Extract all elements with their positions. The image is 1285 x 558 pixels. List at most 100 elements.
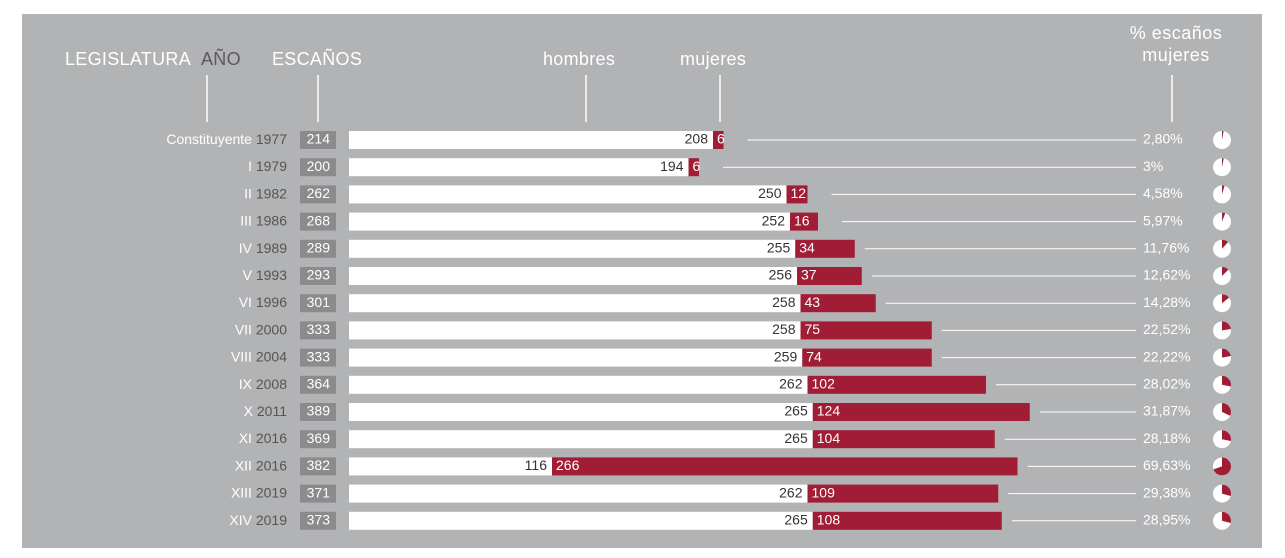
value-hombres: 255 [767,240,791,256]
pie-slice [1213,457,1231,476]
bar-mujeres [786,185,808,204]
header-year: AÑO [201,48,241,69]
seats-box [300,294,336,313]
bar-mujeres [713,131,724,149]
seats-box [300,158,336,177]
year: 1993 [256,267,287,283]
pie-slice [1222,294,1230,304]
row-label: XIII 2019 [231,484,287,500]
bar-hombres [349,158,689,177]
bar-hombres [349,131,713,149]
legislatura: VIII [231,348,252,364]
row-label: IV 1989 [239,240,287,256]
bar-hombres [349,403,813,421]
seats: 262 [307,185,331,201]
seats-box [300,403,336,421]
legislatura: IV [239,240,253,256]
value-mujeres: 74 [806,348,822,364]
bar-hombres [349,484,808,503]
value-hombres: 265 [784,430,808,446]
pie-slice [1222,212,1226,222]
pct-label: 22,52% [1143,321,1190,337]
row-label: Constituyente 1977 [166,131,287,147]
value-hombres: 265 [784,403,808,419]
seats-box [300,239,336,258]
value-mujeres: 34 [799,240,815,256]
legislatura: XIV [229,512,252,528]
row-label: I 1979 [248,158,287,174]
seats-box [300,457,336,476]
row-label: XII 2016 [235,457,287,473]
seats-box [300,267,336,285]
seats: 289 [307,240,331,256]
year: 2004 [256,348,287,364]
seats: 268 [307,212,331,228]
legend-mujeres: mujeres [680,49,746,69]
year: 2016 [256,430,287,446]
value-mujeres: 124 [817,403,841,419]
seats-box [300,511,336,530]
bar-hombres [349,348,803,367]
header-pct: % escaños mujeres [1129,23,1223,65]
pct-label: 22,22% [1143,348,1190,364]
bar-hombres [349,457,552,476]
value-mujeres: 37 [801,267,817,283]
value-mujeres: 104 [817,430,841,446]
seats: 382 [307,457,331,473]
year: 1996 [256,294,287,310]
row-label: V 1993 [243,267,288,283]
seats-box [300,375,336,394]
bar-hombres [349,267,797,285]
seats-box [300,484,336,503]
value-mujeres: 43 [805,294,821,310]
value-mujeres: 6 [717,131,725,147]
bar-mujeres [800,294,876,313]
seats-box [300,185,336,204]
bar-hombres [349,185,787,204]
seats: 301 [307,294,331,310]
pie-slice [1222,403,1231,416]
row-label: IX 2008 [239,376,287,392]
value-mujeres: 16 [794,212,810,228]
value-hombres: 252 [762,212,786,228]
legislatura: I [248,158,252,174]
bar-mujeres [790,212,818,231]
value-mujeres: 266 [556,457,580,473]
year: 2000 [256,321,287,337]
legislatura: VII [235,321,252,337]
value-hombres: 116 [525,457,548,473]
bar-hombres [349,321,801,340]
row-label: XI 2016 [239,430,287,446]
pct-label: 12,62% [1143,267,1190,283]
bar-hombres [349,511,813,530]
pie-slice [1222,131,1224,140]
value-hombres: 194 [660,158,684,174]
legislatura: X [244,403,254,419]
pct-label: 5,97% [1143,212,1183,228]
bar-hombres [349,212,790,231]
legislatura: XII [235,457,252,473]
pie-slice [1222,267,1229,276]
bar-hombres [349,430,813,449]
pie-slice [1222,348,1231,358]
year: 2019 [256,484,287,500]
seats-box [300,131,336,149]
year: 2016 [256,457,287,473]
row-label: VIII 2004 [231,348,287,364]
seats-box [300,321,336,340]
legislatura: V [243,267,253,283]
pie-slice [1222,375,1232,387]
pie-slice [1222,511,1231,524]
bar-hombres [349,294,801,313]
bar-mujeres [797,267,862,285]
legislatura: IX [239,376,253,392]
pie-slice [1222,484,1231,497]
bar-hombres [349,239,796,258]
value-mujeres: 75 [805,321,821,337]
pct-label: 31,87% [1143,403,1190,419]
seats: 371 [307,484,331,500]
pie-slice [1222,321,1231,331]
pct-label: 28,02% [1143,376,1190,392]
pie-slice [1222,185,1225,195]
legislatura: XIII [231,484,252,500]
